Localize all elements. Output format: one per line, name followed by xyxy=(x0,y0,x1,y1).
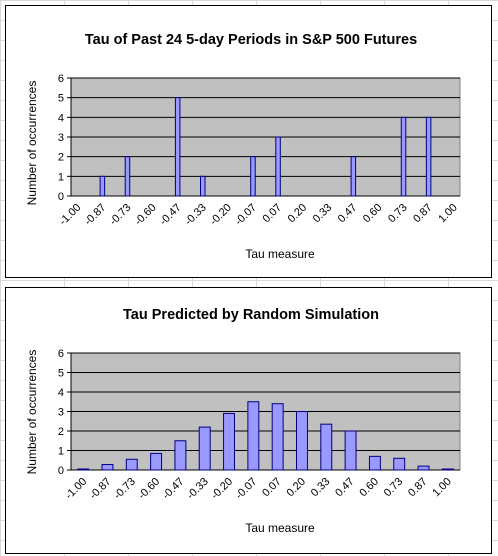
bar xyxy=(198,426,211,471)
x-tick-labels: -1.00-0.87-0.73-0.60-0.47-0.33-0.20-0.07… xyxy=(63,476,454,502)
gridlines xyxy=(67,77,460,197)
chart-simulated-tau[interactable]: Tau Predicted by Random Simulation 0 1 2 3 4… xyxy=(5,287,492,554)
bar xyxy=(101,464,114,471)
x-tick-label: 0.33 xyxy=(311,202,335,226)
bar xyxy=(350,156,357,197)
bars xyxy=(77,401,454,471)
chart-title: Tau of Past 24 5-day Periods in S&P 500 … xyxy=(85,32,417,48)
x-tick-label: -0.20 xyxy=(208,202,234,228)
y-axis-title: Number of occurrences xyxy=(25,350,39,475)
x-tick-label: 0.07 xyxy=(260,476,284,500)
x-tick-label: -1.00 xyxy=(57,202,83,228)
chart-past-tau[interactable]: Tau of Past 24 5-day Periods in S&P 500 … xyxy=(5,5,492,278)
y-tick-label: 3 xyxy=(58,407,64,419)
x-tick-labels: -1.00-0.87-0.73-0.60-0.47-0.33-0.20-0.07… xyxy=(57,202,460,228)
y-tick-label: 4 xyxy=(58,112,64,124)
bar xyxy=(199,175,206,197)
x-axis-title: Tau measure xyxy=(245,247,315,261)
chart-simulated-tau-svg: Tau Predicted by Random Simulation 0 1 2 3 4… xyxy=(25,307,461,535)
x-tick-label: 0.20 xyxy=(284,476,308,500)
bar xyxy=(124,156,131,197)
x-tick-label: 0.20 xyxy=(286,202,310,226)
y-tick-label: 6 xyxy=(58,348,64,360)
bar xyxy=(320,423,333,471)
bar xyxy=(425,116,432,197)
y-tick-label: 2 xyxy=(58,152,64,164)
bar xyxy=(393,457,406,471)
x-tick-label: 0.87 xyxy=(411,202,435,226)
y-tick-label: 5 xyxy=(58,368,64,380)
x-tick-label: 0.47 xyxy=(336,202,360,226)
x-tick-label: -0.60 xyxy=(132,202,158,228)
y-tick-label: 2 xyxy=(58,426,64,438)
x-tick-label: -0.07 xyxy=(233,202,259,228)
x-tick-label: -1.00 xyxy=(63,476,89,502)
chart-past-tau-svg: Tau of Past 24 5-day Periods in S&P 500 … xyxy=(25,32,461,261)
y-tick-labels: 0 1 2 3 4 5 6 xyxy=(58,348,64,477)
bar xyxy=(400,116,407,197)
bar xyxy=(150,452,163,471)
chart-title: Tau Predicted by Random Simulation xyxy=(123,307,379,323)
x-tick-label: -0.07 xyxy=(233,476,259,502)
y-tick-label: 5 xyxy=(58,93,64,105)
x-tick-label: -0.60 xyxy=(136,476,162,502)
bar xyxy=(344,430,357,471)
x-tick-label: 1.00 xyxy=(436,202,460,226)
bar xyxy=(441,468,454,471)
bar xyxy=(125,458,138,471)
x-tick-label: 0.07 xyxy=(261,202,285,226)
x-tick-label: -0.47 xyxy=(158,202,184,228)
x-tick-label: -0.87 xyxy=(87,476,113,502)
bar xyxy=(368,455,381,471)
y-tick-labels: 0 1 2 3 4 5 6 xyxy=(58,73,64,203)
x-tick-label: 0.60 xyxy=(357,476,381,500)
y-axis-title: Number of occurrences xyxy=(25,81,39,206)
x-tick-label: 0.47 xyxy=(333,476,357,500)
bar xyxy=(77,468,90,471)
y-tick-label: 0 xyxy=(58,191,64,203)
x-tick-label: -0.20 xyxy=(209,476,235,502)
bar xyxy=(275,136,281,197)
bar xyxy=(174,97,181,197)
bars xyxy=(99,97,432,197)
x-tick-label: 0.60 xyxy=(361,202,385,226)
x-tick-label: 0.87 xyxy=(406,476,430,500)
bar xyxy=(174,440,187,471)
y-tick-label: 0 xyxy=(58,465,64,477)
bar xyxy=(271,403,284,471)
bar xyxy=(223,412,236,471)
bar xyxy=(417,465,430,471)
x-tick-label: -0.73 xyxy=(107,202,133,228)
x-axis-title: Tau measure xyxy=(245,521,315,535)
y-tick-label: 1 xyxy=(58,171,64,183)
y-tick-label: 1 xyxy=(58,446,64,458)
x-tick-label: -0.47 xyxy=(160,476,186,502)
y-tick-label: 4 xyxy=(58,387,64,399)
x-tick-label: 0.73 xyxy=(386,202,410,226)
y-tick-label: 6 xyxy=(58,73,64,85)
x-tick-label: -0.33 xyxy=(183,202,209,228)
bar xyxy=(247,401,260,471)
x-tick-label: -0.33 xyxy=(185,476,211,502)
bar xyxy=(295,411,308,471)
x-tick-label: 0.33 xyxy=(309,476,333,500)
bar xyxy=(250,156,256,197)
x-tick-label: 0.73 xyxy=(382,476,406,500)
bar xyxy=(99,175,106,197)
x-tick-label: -0.87 xyxy=(82,202,108,228)
x-tick-label: 1.00 xyxy=(430,476,454,500)
x-tick-label: -0.73 xyxy=(112,476,138,502)
y-tick-label: 3 xyxy=(58,132,64,144)
